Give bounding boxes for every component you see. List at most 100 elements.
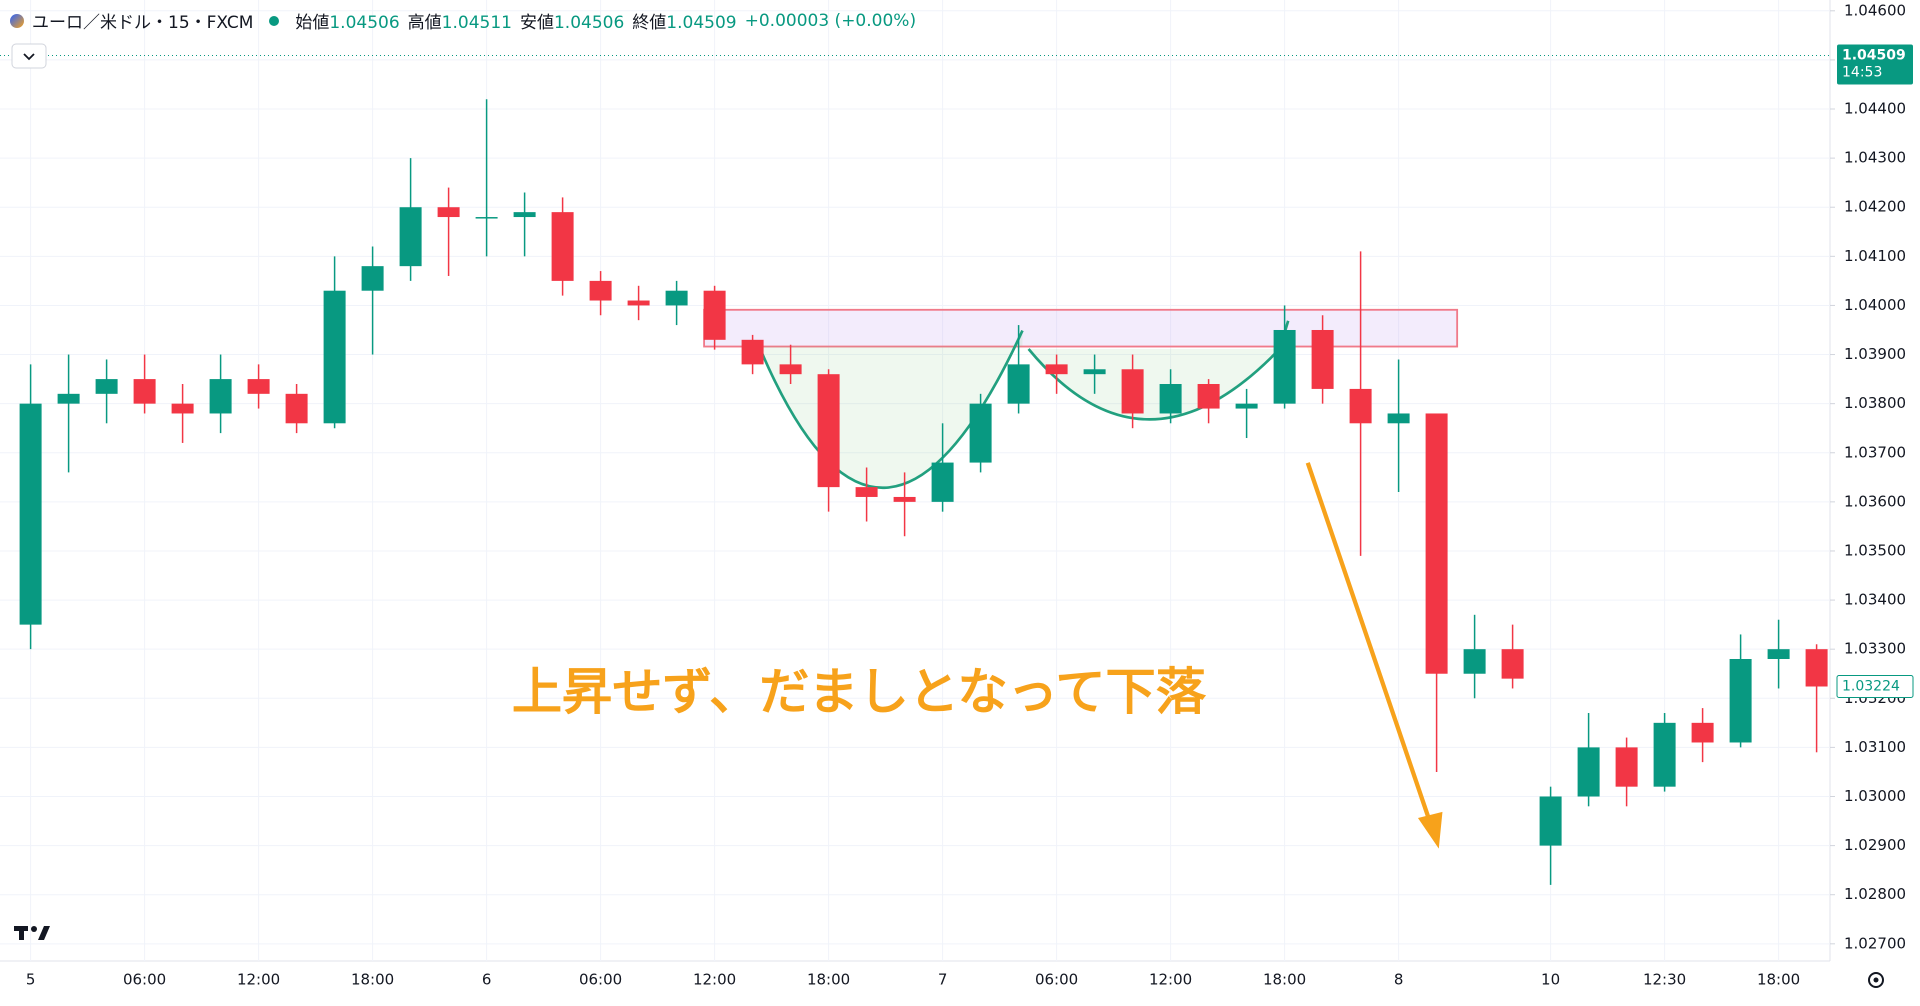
y-tick-label: 1.03000 bbox=[1844, 787, 1906, 805]
ohlc-label: 始値 bbox=[295, 13, 330, 33]
y-tick-label: 1.03600 bbox=[1844, 492, 1906, 510]
handle-fill bbox=[1028, 348, 1280, 420]
ohlc-label: 高値 bbox=[407, 13, 442, 33]
x-tick-label: 06:00 bbox=[123, 971, 166, 989]
y-tick-label: 1.02900 bbox=[1844, 836, 1906, 854]
x-tick-label: 18:00 bbox=[1263, 971, 1306, 989]
candle-body bbox=[1007, 364, 1030, 404]
candle-body bbox=[1425, 413, 1448, 674]
x-tick-label: 18:00 bbox=[1757, 971, 1800, 989]
candle-body bbox=[1615, 747, 1638, 787]
x-tick-label: 18:00 bbox=[351, 971, 394, 989]
candle-body bbox=[513, 212, 536, 218]
candle-body bbox=[1539, 796, 1562, 846]
candle-body bbox=[551, 212, 574, 281]
candle-body bbox=[1159, 384, 1182, 414]
ohlc-value: 1.04506 bbox=[329, 13, 400, 33]
last-price-box bbox=[1837, 44, 1913, 85]
candle-body bbox=[361, 266, 384, 291]
candle-body bbox=[209, 379, 232, 414]
candle-body bbox=[1463, 649, 1486, 674]
candle-body bbox=[1387, 413, 1410, 424]
ohlc-item: 始値1.04506 bbox=[295, 8, 399, 33]
y-tick-label: 1.04300 bbox=[1844, 149, 1906, 167]
x-tick-label: 18:00 bbox=[807, 971, 850, 989]
current-price-box bbox=[1836, 674, 1914, 698]
candle-body bbox=[1273, 329, 1296, 404]
y-tick-label: 1.02700 bbox=[1844, 934, 1906, 952]
y-tick-label: 1.03800 bbox=[1844, 394, 1906, 412]
candle-body bbox=[1805, 649, 1828, 687]
candle-body bbox=[741, 339, 764, 365]
candle-body bbox=[323, 290, 346, 424]
x-tick-label: 7 bbox=[938, 971, 948, 989]
candle-body bbox=[1235, 403, 1258, 409]
annotation: 上昇せず、だましとなって下落 bbox=[512, 662, 1207, 721]
legend-bar: ユーロ／米ドル・15・FXCM 始値1.04506 高値1.04511 安値1.04… bbox=[10, 8, 916, 33]
collapse-button[interactable] bbox=[11, 43, 47, 69]
ohlc-value: 1.04506 bbox=[553, 13, 625, 33]
candle-body bbox=[1653, 722, 1676, 787]
y-tick-label: 1.03400 bbox=[1844, 591, 1906, 609]
candle-body bbox=[285, 393, 308, 424]
y-tick-label: 1.04400 bbox=[1844, 100, 1906, 118]
ohlc-value: 1.04509 bbox=[666, 13, 737, 33]
candle-body bbox=[1349, 388, 1372, 424]
x-tick-label: 12:00 bbox=[237, 971, 280, 989]
x-tick-label: 06:00 bbox=[1035, 971, 1078, 989]
change: +0.00003 (+0.00%) bbox=[744, 10, 917, 31]
arrow-head bbox=[1417, 811, 1443, 849]
candle-body bbox=[779, 364, 802, 375]
x-tick-label: 10 bbox=[1541, 971, 1560, 989]
candle-body bbox=[247, 379, 270, 394]
drawings: 上昇せず、だましとなって下落 bbox=[512, 308, 1459, 849]
symbol[interactable]: ユーロ／米ドル・15・FXCM bbox=[32, 13, 254, 33]
candle-body bbox=[817, 374, 840, 488]
current-price-label: 1.03224 bbox=[1842, 678, 1900, 694]
candle-body bbox=[969, 403, 992, 463]
y-tick-label: 1.04100 bbox=[1844, 247, 1906, 265]
x-tick-label: 06:00 bbox=[579, 971, 622, 989]
candle-body bbox=[171, 403, 194, 414]
candle-body bbox=[1197, 384, 1220, 409]
ohlc-item: 終値1.04509 bbox=[632, 8, 736, 33]
ohlc-label: 安値 bbox=[519, 13, 554, 33]
candle-body bbox=[855, 487, 878, 497]
axis-labels: 1.046001.045001.044001.043001.042001.041… bbox=[26, 1, 1914, 989]
candle-body bbox=[57, 393, 80, 404]
y-tick-label: 1.04000 bbox=[1844, 296, 1906, 314]
x-tick-label: 6 bbox=[482, 971, 492, 989]
candle-body bbox=[475, 217, 498, 219]
y-tick-label: 1.03300 bbox=[1844, 640, 1906, 658]
cup-curve bbox=[757, 330, 1024, 490]
candles bbox=[19, 99, 1828, 885]
x-tick-label: 12:00 bbox=[693, 971, 736, 989]
price-axis-bg bbox=[1830, 0, 1920, 1006]
candle-body bbox=[1083, 369, 1106, 375]
candle-body bbox=[703, 290, 726, 340]
symbol-icon bbox=[10, 13, 24, 28]
candle-body bbox=[1691, 722, 1714, 743]
candle-body bbox=[437, 207, 460, 218]
candle-body bbox=[589, 280, 612, 301]
resistance-zone bbox=[703, 308, 1459, 348]
tv-logo bbox=[14, 926, 50, 940]
settings-button[interactable] bbox=[1868, 972, 1884, 988]
candle-body bbox=[627, 300, 650, 306]
x-tick-label: 5 bbox=[26, 971, 36, 989]
candle-body bbox=[931, 462, 954, 502]
x-tick-label: 12:30 bbox=[1643, 971, 1686, 989]
candle-body bbox=[1121, 369, 1144, 414]
candle-body bbox=[399, 207, 422, 267]
y-tick-label: 1.03900 bbox=[1844, 345, 1906, 363]
countdown-label: 14:53 bbox=[1842, 64, 1882, 80]
candle-body bbox=[1311, 329, 1334, 389]
x-tick-label: 8 bbox=[1394, 971, 1404, 989]
handle-curve bbox=[1027, 320, 1290, 421]
ohlc-value: 1.04511 bbox=[441, 13, 512, 33]
candle-body bbox=[1729, 658, 1752, 743]
y-tick-label: 1.03500 bbox=[1844, 541, 1906, 559]
candle-body bbox=[1045, 364, 1068, 375]
